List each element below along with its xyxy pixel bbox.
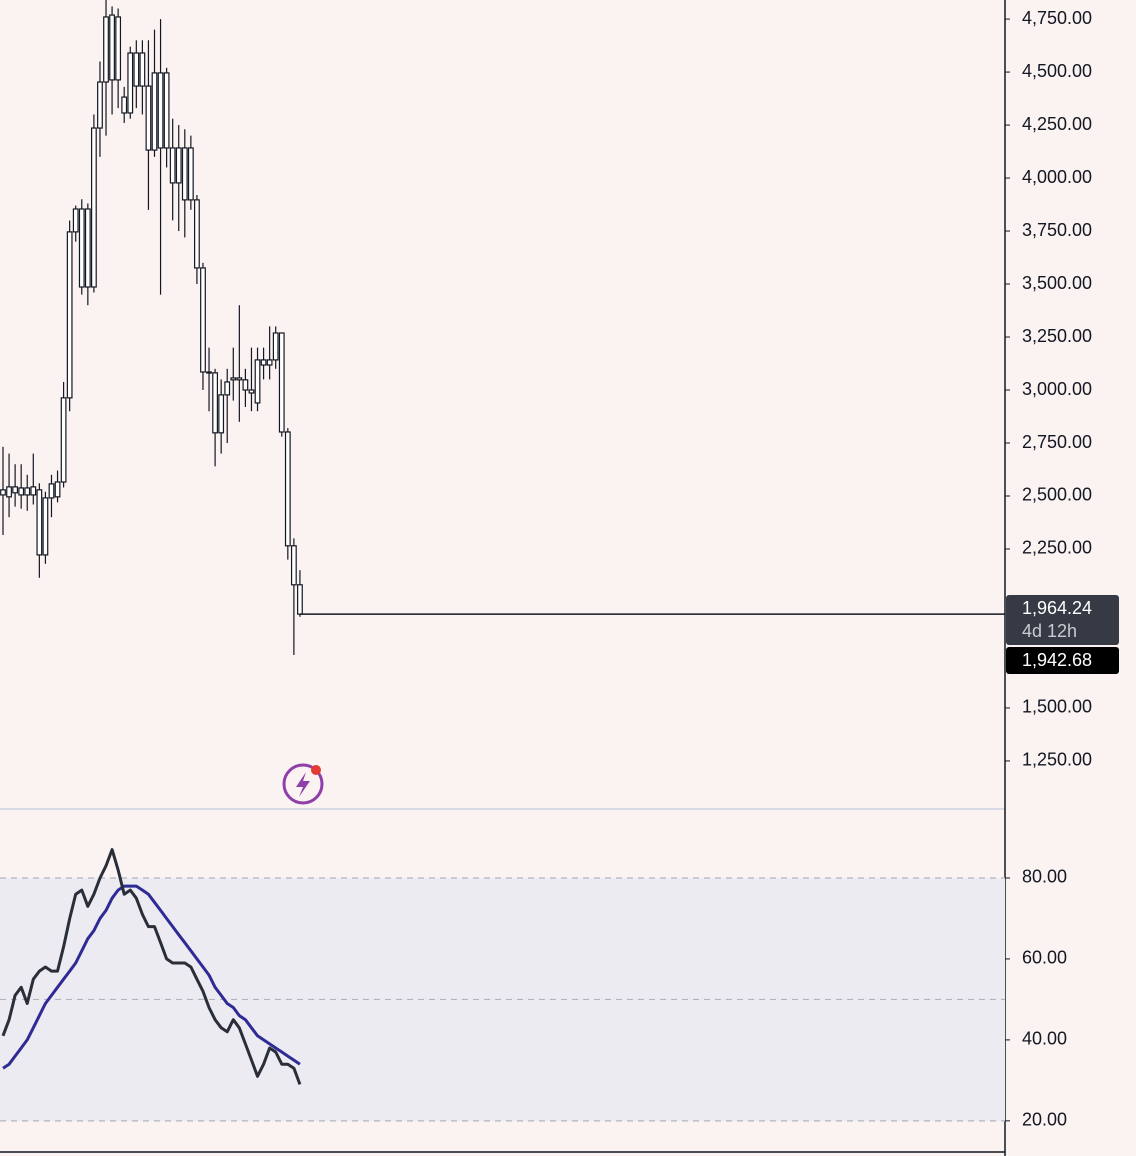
candle-body — [224, 381, 231, 396]
candle-body — [175, 147, 182, 184]
candle-body — [260, 359, 267, 366]
y-tick-label: 2,250.00 — [1022, 538, 1092, 558]
candle-body — [115, 16, 122, 81]
candle-body — [194, 199, 200, 269]
icon-bolt — [296, 772, 310, 797]
candle-body — [187, 147, 194, 201]
candle-body — [200, 267, 206, 373]
candle-body — [139, 52, 146, 87]
candle-body — [236, 377, 243, 381]
candle-body — [206, 371, 212, 374]
candle-body — [18, 487, 25, 496]
candle-body — [97, 81, 103, 129]
candle-body — [133, 52, 140, 87]
rsi-line — [2, 884, 301, 1070]
y-tick-label: 4,250.00 — [1022, 114, 1092, 134]
candle-body — [242, 379, 249, 391]
last-price-box — [1006, 647, 1119, 674]
y-tick-label: 3,500.00 — [1022, 273, 1092, 293]
candle-body — [84, 208, 91, 288]
candle-body — [66, 231, 73, 399]
y-tick-label: 4,750.00 — [1022, 8, 1092, 28]
candle-body — [36, 489, 43, 556]
candle-body — [212, 372, 219, 434]
candle-body — [72, 208, 79, 233]
candle-body — [284, 431, 291, 547]
candle-body — [127, 52, 134, 114]
rsi-line — [1, 848, 302, 1085]
price-badge-box — [1006, 595, 1119, 645]
candle-body — [272, 332, 279, 361]
y-tick-label: 1,500.00 — [1022, 697, 1092, 717]
candle-body — [54, 481, 61, 498]
candle-body — [6, 486, 12, 498]
candle-body — [78, 208, 85, 288]
candle-body — [42, 497, 49, 556]
candle-body — [181, 147, 188, 201]
candle-body — [60, 397, 67, 483]
y-tick-label: 3,000.00 — [1022, 379, 1092, 399]
series-0: RSI — [1, 848, 302, 1085]
rsi-band — [0, 877, 1005, 1121]
y-tick-label: 20.00 — [1022, 1110, 1067, 1130]
y-tick-label: 3,750.00 — [1022, 220, 1092, 240]
candle-body — [24, 487, 31, 496]
y-tick-label: 2,500.00 — [1022, 485, 1092, 505]
candle-body — [278, 332, 285, 433]
candle-body — [109, 14, 115, 81]
y-tick-label: 80.00 — [1022, 867, 1067, 887]
candle-body — [163, 72, 170, 149]
candle-body — [48, 483, 55, 499]
candle-body — [12, 486, 19, 494]
candle-body — [0, 489, 6, 496]
candle-body — [157, 72, 164, 149]
candle-body — [248, 389, 255, 394]
candle-body — [169, 147, 176, 184]
candle-body — [266, 359, 273, 366]
y-tick-label: 4,500.00 — [1022, 61, 1092, 81]
candle-body — [30, 486, 37, 496]
y-tick-label: 4,000.00 — [1022, 167, 1092, 187]
candle-body — [254, 359, 261, 404]
price-badge-countdown: 4d 12h — [1022, 621, 1077, 641]
last-price-label: 1,942.68 — [1022, 650, 1092, 670]
candle-body — [151, 72, 158, 151]
candle-body — [290, 545, 297, 586]
y-tick-label: 1,250.00 — [1022, 750, 1092, 770]
price-badge-value: 1,964.24 — [1022, 598, 1092, 618]
candle-body — [145, 85, 152, 151]
candle-body — [121, 96, 128, 114]
candle-body — [230, 377, 237, 381]
candle-body — [218, 394, 225, 434]
series-1: RSI-based MA — [2, 884, 301, 1070]
y-tick-label: 3,250.00 — [1022, 326, 1092, 346]
alert-icon[interactable] — [282, 763, 324, 805]
candle-body — [297, 584, 303, 615]
y-tick-label: 2,750.00 — [1022, 432, 1092, 452]
icon-ring — [282, 763, 324, 805]
y-tick-label: 60.00 — [1022, 948, 1067, 968]
candle-body — [90, 127, 97, 288]
candle-body — [103, 16, 109, 83]
y-tick-label: 40.00 — [1022, 1029, 1067, 1049]
icon-dot — [311, 765, 321, 775]
